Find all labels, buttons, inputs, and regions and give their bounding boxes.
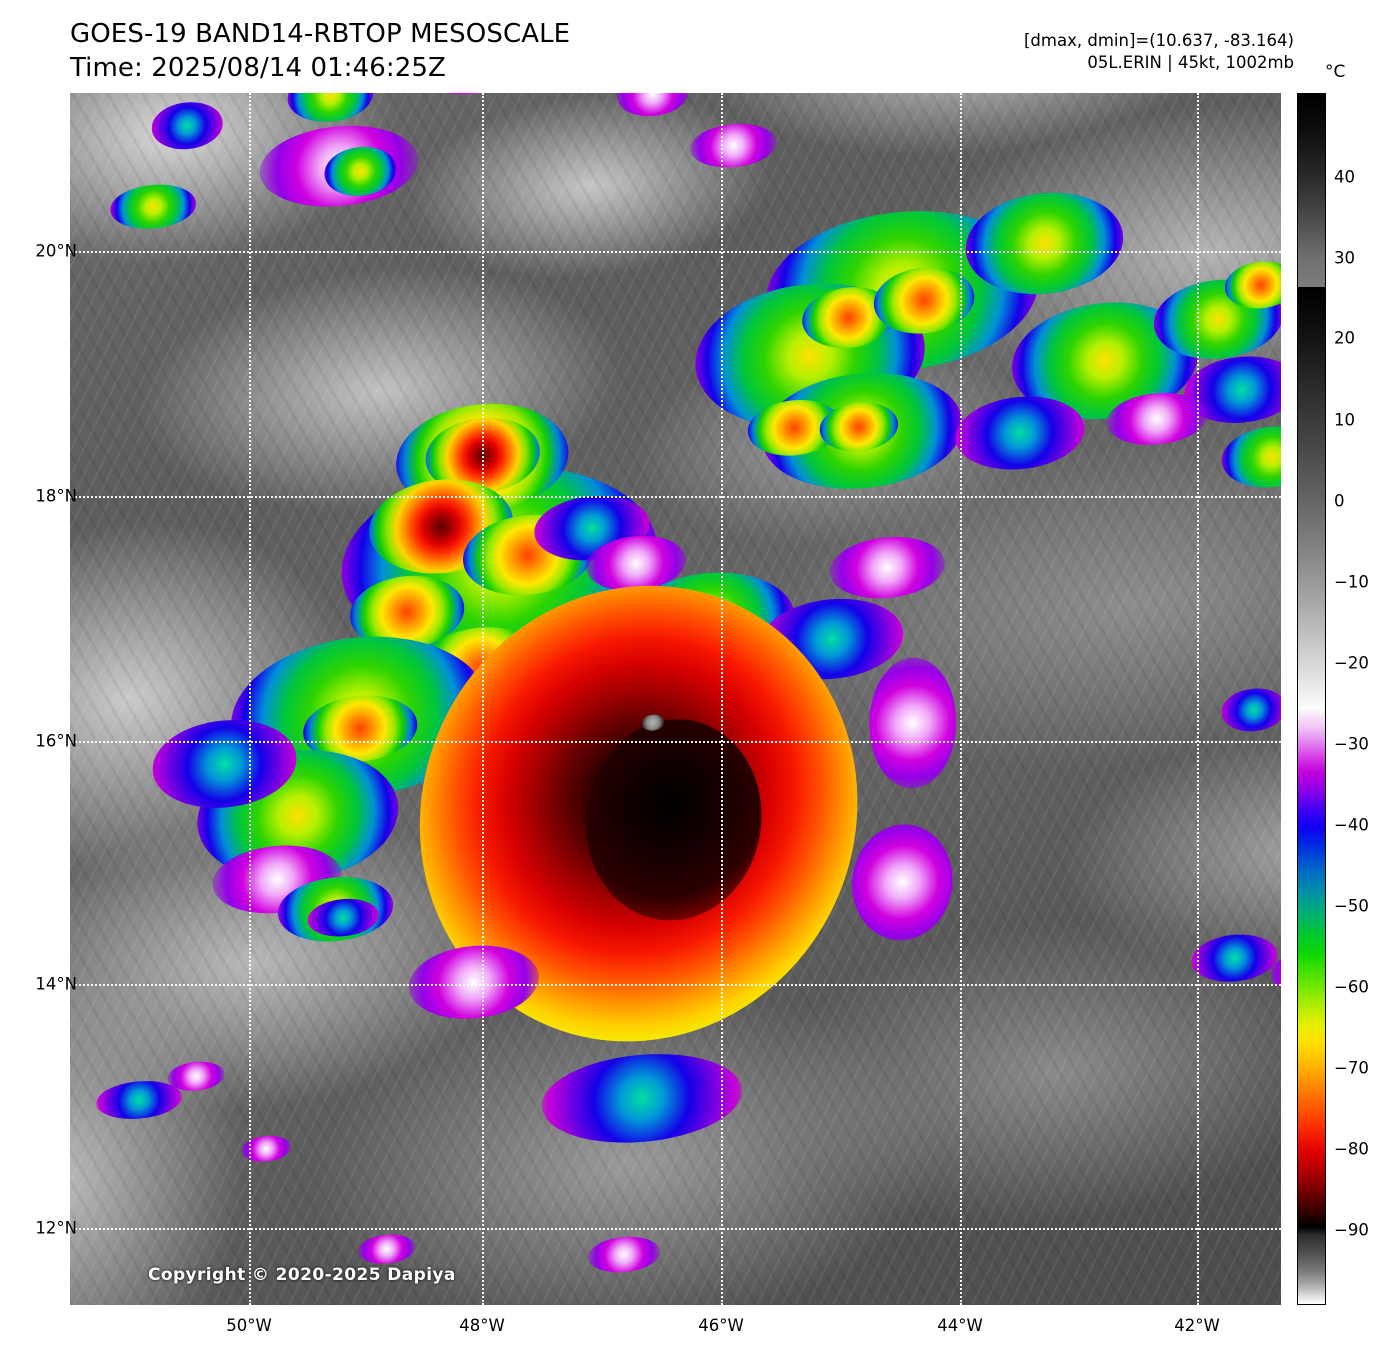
- header-right-block: [dmax, dmin]=(10.637, -83.164) 05L.ERIN …: [1024, 30, 1294, 74]
- gridline-lat-12N: [70, 1228, 1281, 1230]
- gridline-lon-46W: [721, 93, 723, 1305]
- gridline-lat-18N: [70, 496, 1281, 498]
- colorbar-main-segment: [1297, 288, 1326, 1305]
- colorbar-tick-m40: −40: [1334, 815, 1369, 835]
- gridline-lon-44W: [960, 93, 962, 1305]
- lon-tick-50W: 50°W: [226, 1316, 272, 1335]
- gridline-lat-20N: [70, 251, 1281, 253]
- gridline-lat-16N: [70, 741, 1281, 743]
- dmax-dmin-label: [dmax, dmin]=(10.637, -83.164): [1024, 31, 1294, 50]
- satellite-image-plot: Copyright © 2020-2025 Dapiya: [70, 93, 1281, 1305]
- lat-tick-16N: 16°N: [35, 731, 77, 751]
- lat-tick-12N: 12°N: [35, 1218, 77, 1238]
- lon-tick-48W: 48°W: [459, 1316, 505, 1335]
- colorbar-unit-label: °C: [1325, 62, 1346, 82]
- lon-tick-46W: 46°W: [698, 1316, 744, 1335]
- temperature-colorbar: [1297, 93, 1326, 1305]
- lon-tick-44W: 44°W: [937, 1316, 983, 1335]
- colorbar-tick-20: 20: [1334, 328, 1355, 348]
- colorbar-tick-30: 30: [1334, 248, 1355, 268]
- cold-cloud-core: [584, 713, 764, 927]
- lat-tick-20N: 20°N: [35, 241, 77, 261]
- lon-tick-42W: 42°W: [1174, 1316, 1220, 1335]
- gridline-lat-14N: [70, 984, 1281, 986]
- colorbar-tick-m10: −10: [1334, 572, 1369, 592]
- copyright-label: Copyright © 2020-2025 Dapiya: [148, 1265, 456, 1285]
- gridline-lon-50W: [249, 93, 251, 1305]
- colorbar-tick-m50: −50: [1334, 896, 1369, 916]
- storm-info-label: 05L.ERIN | 45kt, 1002mb: [1087, 53, 1294, 73]
- lat-tick-14N: 14°N: [35, 974, 77, 994]
- gridline-lon-48W: [482, 93, 484, 1305]
- colorbar-tick-m80: −80: [1334, 1139, 1369, 1159]
- colorbar-warm-segment: [1297, 93, 1326, 288]
- colorbar-tick-m60: −60: [1334, 977, 1369, 997]
- colorbar-tick-0: 0: [1334, 491, 1345, 511]
- header-left-block: GOES-19 BAND14-RBTOP MESOSCALE Time: 202…: [70, 18, 570, 86]
- lat-tick-18N: 18°N: [35, 486, 77, 506]
- colorbar-tick-m70: −70: [1334, 1058, 1369, 1078]
- timestamp-label: Time: 2025/08/14 01:46:25Z: [70, 52, 446, 83]
- colorbar-tick-m20: −20: [1334, 653, 1369, 673]
- satellite-raster: [70, 93, 1281, 1305]
- colorbar-tick-10: 10: [1334, 410, 1355, 430]
- gridline-lon-42W: [1197, 93, 1199, 1305]
- colorbar-tick-m30: −30: [1334, 734, 1369, 754]
- colorbar-tick-m90: −90: [1334, 1220, 1369, 1240]
- colorbar-tick-40: 40: [1334, 167, 1355, 187]
- page-title: GOES-19 BAND14-RBTOP MESOSCALE: [70, 19, 571, 49]
